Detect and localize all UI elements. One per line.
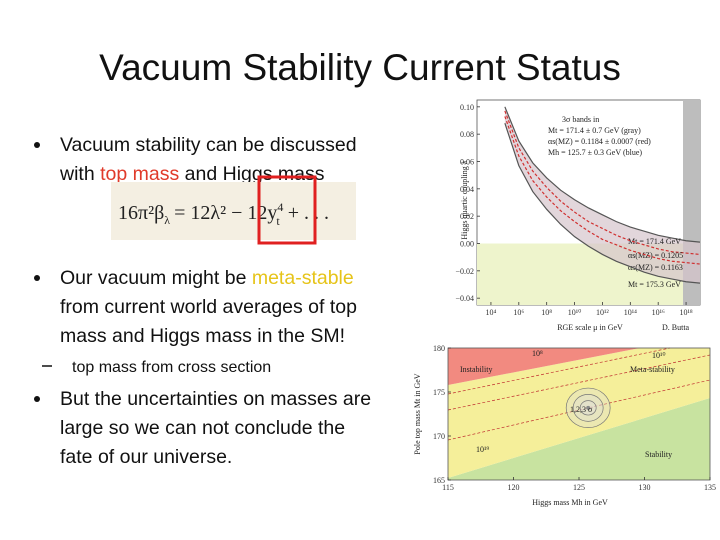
sub-bullet: top mass from cross section (72, 359, 271, 376)
text: Our vacuum might be (60, 267, 246, 289)
formula: 16π²βλ = 12λ² − 12y4 t + . . . (118, 200, 329, 228)
x-tick-label: 115 (442, 483, 454, 492)
annotation: αs(MZ) = 0.1184 ± 0.0007 (red) (548, 137, 651, 146)
bullet-line: Vacuum stability can be discussed (60, 134, 357, 156)
y-tick-label: 170 (433, 432, 445, 441)
bullet-line: large so we can not conclude the (60, 417, 345, 439)
annotation: 10¹⁹ (476, 445, 489, 454)
curve (504, 123, 700, 284)
y-tick-label: 0.10 (460, 103, 474, 112)
lambda-chart: 10⁴ 10⁶ 10⁸ 10¹⁰ 10¹² 10¹⁴ 10¹⁶ 10¹⁸ −0.04 −0.02 0… (455, 99, 701, 332)
contour (447, 347, 671, 395)
bullet-line: fate of our universe. (60, 446, 232, 468)
y-axis-label: Higgs quartic coupling λ (460, 160, 469, 239)
x-tick-label: 10⁶ (513, 308, 524, 317)
uncertainty-band (504, 106, 700, 284)
annotation: 10⁸ (532, 349, 543, 358)
bullet-line: with top mass and Higgs mass (59, 163, 325, 185)
slide-title: Vacuum Stability Current Status (99, 47, 621, 88)
y-tick-label: 180 (433, 344, 445, 353)
y-tick-label: −0.02 (455, 267, 474, 276)
stability-region (448, 398, 710, 480)
x-tick-label: 10¹⁸ (679, 308, 692, 317)
text: 4 (277, 200, 283, 214)
annotation: Stability (645, 450, 672, 459)
y-tick-label: 165 (433, 476, 445, 485)
x-tick-label: 10⁴ (486, 308, 497, 317)
text: + . . . (288, 202, 329, 224)
y-tick-label: 0.00 (460, 240, 474, 249)
curve-label: Mt = 171.4 GeV (628, 237, 681, 246)
x-tick-label: 10¹² (596, 308, 609, 317)
text: and Higgs mass (185, 163, 325, 185)
x-tick-label: 10¹⁰ (568, 308, 582, 317)
x-tick-label: 130 (639, 483, 651, 492)
y-tick-label: 0.08 (460, 130, 474, 139)
highlight: top mass (100, 163, 179, 185)
x-axis-label: RGE scale μ in GeV (557, 323, 623, 332)
bullet-line: mass and Higgs mass in the SM! (60, 325, 345, 347)
bullet-line: But the uncertainties on masses are (60, 388, 371, 410)
annotation: D. Butta (662, 323, 690, 332)
bullet-dot (34, 275, 40, 281)
annotation: 1,2,3 σ (570, 405, 593, 414)
annotation: Instability (460, 365, 492, 374)
annotation: 3σ bands in (562, 115, 599, 124)
y-axis-label: Pole top mass Mt in GeV (413, 373, 422, 454)
x-tick-label: 120 (508, 483, 520, 492)
highlight: meta-stable (252, 267, 354, 289)
bullet-dot (34, 396, 40, 402)
phase-chart: 115 120 125 130 135 165 170 175 180 Higgs mass Mh… (413, 344, 716, 507)
y-tick-label: 0.06 (460, 158, 474, 167)
text: λ (164, 213, 170, 227)
bullet-line: Our vacuum might be meta-stable (60, 267, 354, 289)
text: Vacuum stability can be discussed (60, 134, 357, 156)
y-tick-label: 0.02 (460, 212, 474, 221)
bullet-line: from current world averages of top (60, 296, 357, 318)
curve (504, 116, 700, 265)
highlight-box (257, 175, 317, 245)
bullet-dot (34, 142, 40, 148)
x-tick-label: 125 (573, 483, 585, 492)
x-tick-label: 135 (704, 483, 716, 492)
annotation: Mh = 125.7 ± 0.3 GeV (blue) (548, 148, 642, 157)
y-tick-label: 175 (433, 388, 445, 397)
curve (504, 106, 700, 243)
point (586, 405, 591, 410)
x-tick-label: 10⁸ (541, 308, 552, 317)
annotation: Meta-stability (630, 365, 675, 374)
annotation: 10¹⁰ (652, 351, 666, 360)
x-tick-label: 10¹⁶ (652, 308, 665, 317)
curve-label: αs(MZ) = 0.1163 (628, 263, 683, 272)
x-tick-label: 10¹⁴ (624, 308, 637, 317)
curve-label: Mt = 175.3 GeV (628, 280, 681, 289)
y-tick-label: 0.04 (460, 185, 474, 194)
instability-region (448, 348, 640, 385)
x-axis-label: Higgs mass Mh in GeV (532, 498, 608, 507)
text: with (59, 163, 95, 185)
annotation: Mt = 171.4 ± 0.7 GeV (gray) (548, 126, 641, 135)
curve (504, 110, 700, 256)
text: t (276, 214, 280, 228)
text: 16π²β (118, 202, 164, 224)
text: = 12λ² − 12y (174, 202, 277, 224)
curve-label: αs(MZ) = 0.1205 (628, 251, 683, 260)
y-tick-label: −0.04 (455, 294, 474, 303)
